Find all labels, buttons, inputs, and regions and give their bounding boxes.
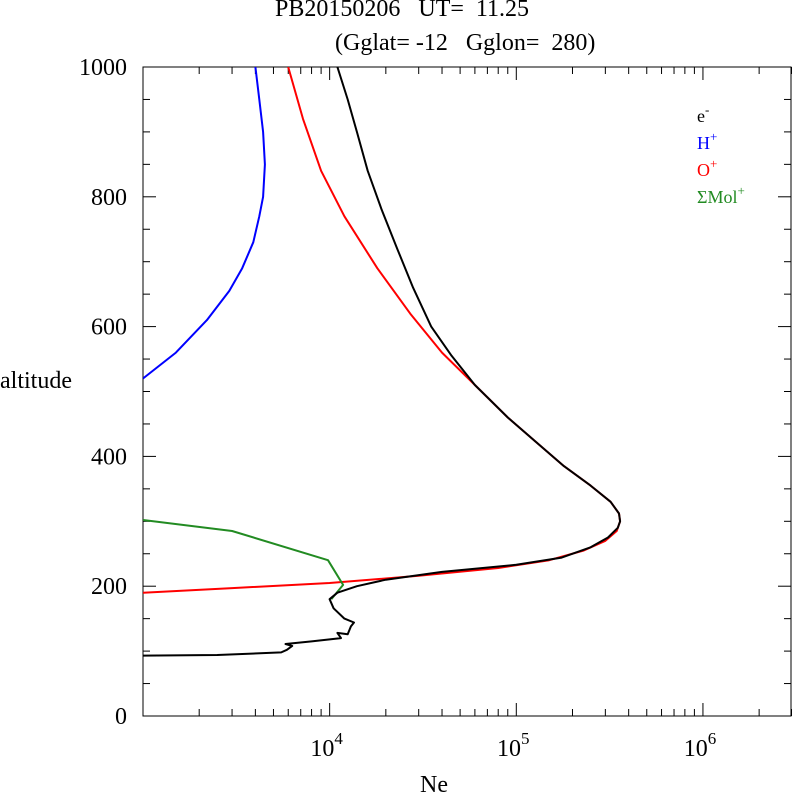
plot-frame (142, 66, 792, 717)
chart-title-line-1: PB20150206 UT= 11.25 (275, 0, 529, 22)
legend-entry-3: ΣMol+ (697, 183, 745, 207)
series-line-1 (143, 67, 266, 380)
x-tick-label: 106 (684, 729, 717, 762)
x-tick-label: 104 (310, 729, 343, 762)
x-tick-label: 105 (497, 729, 530, 762)
legend-entry-1: H+ (697, 129, 717, 153)
legend-entry-0: e- (697, 102, 709, 126)
series-line-3 (143, 519, 345, 600)
y-tick-label: 600 (91, 315, 127, 341)
series-line-2 (143, 67, 622, 594)
y-tick-label: 0 (115, 704, 127, 730)
y-tick-label: 200 (91, 574, 127, 600)
x-axis-label: Ne (420, 772, 448, 798)
y-tick-label: 400 (91, 444, 127, 470)
series-line-0 (143, 67, 622, 657)
chart-title-line-2: (Gglat= -12 Gglon= 280) (335, 30, 596, 56)
y-axis-label: altitude (0, 368, 72, 394)
legend-entry-2: O+ (697, 156, 717, 180)
y-tick-label: 800 (91, 185, 127, 211)
y-tick-label: 1000 (79, 55, 127, 81)
